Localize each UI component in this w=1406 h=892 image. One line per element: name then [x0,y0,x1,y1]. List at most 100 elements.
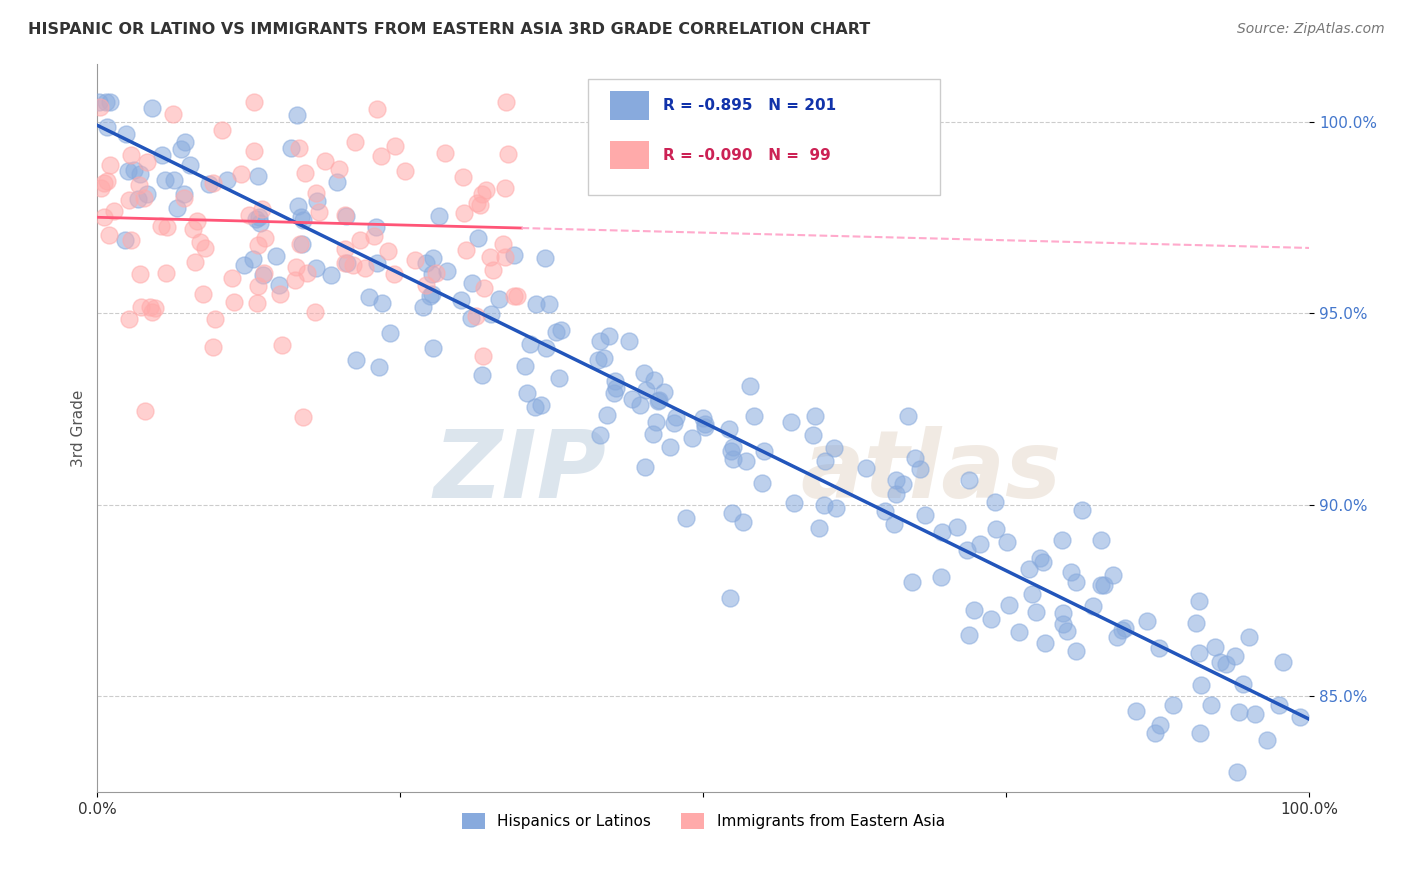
Point [986,522,1008,536]
Point [1244,707,1267,722]
Point [284,260,307,274]
Point [305,260,328,275]
Point [201,177,224,191]
Point [242,95,264,110]
Point [90,181,112,195]
Point [1071,502,1094,516]
Point [342,258,364,272]
Point [884,473,907,487]
Point [717,422,740,436]
Point [1161,698,1184,712]
Point [471,187,494,202]
Point [287,199,309,213]
Point [1021,586,1043,600]
Point [1092,578,1115,592]
Point [723,441,745,455]
Point [595,409,617,423]
Point [1268,698,1291,712]
Point [305,186,328,200]
Text: R = -0.895   N = 201: R = -0.895 N = 201 [664,98,837,112]
Point [425,266,447,280]
Point [1289,710,1312,724]
Point [658,440,681,454]
Point [335,208,357,222]
Point [173,136,195,150]
Point [249,216,271,230]
Text: atlas: atlas [800,425,1062,517]
Point [422,251,444,265]
Point [813,498,835,512]
Point [291,213,314,227]
Point [267,278,290,293]
Point [1052,606,1074,620]
Point [1143,726,1166,740]
Point [163,173,186,187]
Point [319,268,342,283]
Point [253,266,276,280]
Point [404,252,426,267]
Point [136,155,159,169]
Point [188,235,211,250]
Point [245,212,267,227]
Point [1056,624,1078,638]
Point [422,341,444,355]
Point [343,136,366,150]
Point [1114,621,1136,635]
Point [382,267,405,281]
Point [1033,636,1056,650]
Point [314,153,336,168]
Point [128,178,150,193]
Point [156,219,179,234]
Point [366,220,388,235]
Point [1149,718,1171,732]
Point [204,311,226,326]
Point [586,353,609,368]
Point [472,280,495,294]
Point [534,251,557,265]
Point [1188,725,1211,739]
Point [652,385,675,400]
Point [198,177,221,191]
Point [537,297,560,311]
Point [495,95,517,110]
Point [914,508,936,522]
Point [598,328,620,343]
Point [349,233,371,247]
Point [1227,705,1250,719]
Point [931,524,953,539]
Point [221,271,243,285]
Point [617,334,640,348]
FancyBboxPatch shape [588,78,939,195]
Point [506,289,529,303]
Point [134,404,156,418]
Point [524,297,547,311]
Point [290,236,312,251]
Point [1090,533,1112,548]
Point [825,501,848,516]
Point [368,359,391,374]
Point [855,461,877,475]
Point [1256,732,1278,747]
Point [304,305,326,319]
Point [475,182,498,196]
Point [519,336,541,351]
Point [662,416,685,430]
Point [1147,640,1170,655]
Point [1107,630,1129,644]
Point [498,146,520,161]
Point [427,209,450,223]
Point [371,295,394,310]
Point [957,628,980,642]
Point [589,427,612,442]
Point [720,506,742,520]
Point [665,410,688,425]
Point [1237,630,1260,644]
Point [247,279,270,293]
Point [194,240,217,254]
Point [370,149,392,163]
Point [215,173,238,187]
Point [253,231,276,245]
Point [238,208,260,222]
Point [1125,704,1147,718]
Point [995,534,1018,549]
